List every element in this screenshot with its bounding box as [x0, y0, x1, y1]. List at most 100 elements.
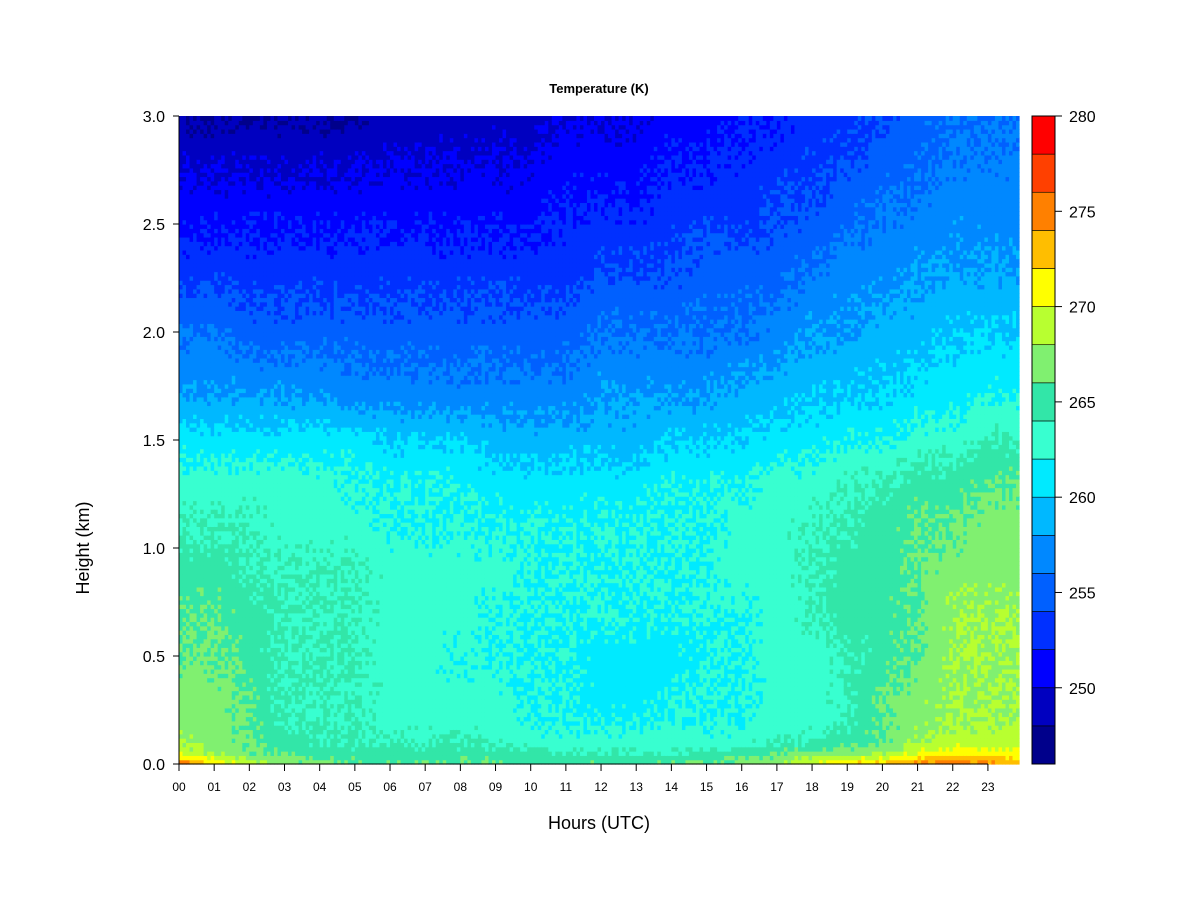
- heatmap-cell: [221, 625, 226, 631]
- heatmap-cell: [189, 483, 194, 489]
- heatmap-cell: [210, 729, 215, 735]
- plot-area: [179, 116, 1020, 765]
- heatmap-cell: [189, 193, 194, 199]
- heatmap-cell: [280, 418, 286, 424]
- heatmap-cell: [186, 738, 191, 743]
- heatmap-cell: [221, 167, 226, 173]
- heatmap-cell: [273, 617, 279, 623]
- heatmap-cell: [291, 228, 296, 234]
- heatmap-cell: [186, 215, 191, 221]
- heatmap-cell: [238, 362, 243, 368]
- heatmap-cell: [221, 617, 226, 623]
- heatmap-cell: [186, 673, 191, 679]
- heatmap-cell: [256, 738, 261, 743]
- heatmap-cell: [270, 725, 275, 731]
- heatmap-cell: [266, 690, 272, 696]
- heatmap-cell: [245, 535, 250, 540]
- heatmap-cell: [196, 375, 201, 381]
- heatmap-cell: [217, 461, 222, 467]
- heatmap-cell: [231, 612, 236, 618]
- heatmap-cell: [186, 694, 191, 700]
- heatmap-cell: [245, 172, 250, 178]
- heatmap-cell: [196, 409, 201, 415]
- heatmap-cell: [214, 211, 219, 216]
- heatmap-cell: [224, 694, 229, 700]
- heatmap-cell: [295, 582, 300, 588]
- heatmap-cell: [291, 738, 296, 743]
- heatmap-cell: [196, 262, 201, 268]
- heatmap-cell: [224, 124, 229, 130]
- heatmap-cell: [196, 560, 201, 566]
- heatmap-cell: [203, 154, 208, 160]
- heatmap-cell: [217, 578, 222, 584]
- heatmap-cell: [228, 224, 233, 229]
- heatmap-cell: [203, 712, 208, 718]
- heatmap-cell: [270, 327, 275, 333]
- heatmap-cell: [245, 738, 250, 743]
- heatmap-cell: [256, 496, 261, 502]
- heatmap-cell: [288, 301, 293, 307]
- heatmap-cell: [182, 163, 187, 169]
- heatmap-cell: [288, 401, 293, 407]
- heatmap-cell: [249, 729, 254, 735]
- heatmap-cell: [193, 699, 198, 705]
- heatmap-cell: [259, 133, 265, 139]
- heatmap-cell: [224, 582, 229, 588]
- heatmap-cell: [221, 414, 226, 419]
- heatmap-cell: [189, 543, 194, 549]
- heatmap-cell: [182, 552, 187, 558]
- heatmap-cell: [273, 340, 279, 346]
- heatmap-cell: [224, 336, 229, 342]
- heatmap-cell: [224, 681, 229, 687]
- heatmap-cell: [200, 379, 205, 385]
- heatmap-cell: [266, 137, 272, 143]
- heatmap-cell: [270, 686, 275, 692]
- heatmap-cell: [256, 470, 261, 476]
- heatmap-cell: [179, 630, 184, 635]
- heatmap-cell: [263, 219, 268, 225]
- heatmap-cell: [259, 167, 265, 173]
- heatmap-cell: [207, 180, 212, 186]
- heatmap-cell: [245, 167, 250, 173]
- heatmap-cell: [291, 716, 296, 722]
- heatmap-cell: [245, 487, 250, 493]
- heatmap-cell: [200, 405, 205, 411]
- heatmap-cell: [280, 133, 286, 139]
- heatmap-cell: [235, 353, 240, 359]
- heatmap-cell: [231, 340, 236, 346]
- heatmap-cell: [207, 154, 212, 160]
- heatmap-cell: [245, 457, 250, 463]
- heatmap-cell: [207, 716, 212, 722]
- heatmap-cell: [288, 344, 293, 350]
- heatmap-cell: [221, 604, 226, 610]
- heatmap-cell: [189, 271, 194, 277]
- heatmap-cell: [189, 738, 194, 743]
- heatmap-cell: [270, 483, 275, 489]
- heatmap-cell: [288, 751, 293, 756]
- heatmap-cell: [280, 254, 286, 260]
- heatmap-cell: [238, 388, 243, 394]
- heatmap-cell: [235, 336, 240, 342]
- heatmap-cell: [210, 621, 215, 627]
- heatmap-cell: [238, 141, 243, 147]
- heatmap-cell: [252, 746, 257, 752]
- heatmap-cell: [210, 310, 215, 316]
- heatmap-cell: [193, 383, 198, 389]
- heatmap-cell: [280, 215, 286, 221]
- heatmap-cell: [196, 599, 201, 605]
- heatmap-cell: [182, 357, 187, 363]
- heatmap-cell: [217, 357, 222, 363]
- heatmap-cell: [231, 249, 236, 255]
- heatmap-cell: [238, 323, 243, 329]
- heatmap-cell: [203, 699, 208, 705]
- heatmap-cell: [196, 630, 201, 635]
- heatmap-cell: [196, 643, 201, 648]
- heatmap-cell: [277, 694, 282, 700]
- heatmap-cell: [200, 353, 205, 359]
- heatmap-cell: [252, 198, 257, 203]
- heatmap-cell: [217, 621, 222, 627]
- heatmap-cell: [203, 543, 208, 549]
- heatmap-cell: [291, 487, 296, 493]
- heatmap-cell: [214, 301, 219, 307]
- heatmap-cell: [288, 336, 293, 342]
